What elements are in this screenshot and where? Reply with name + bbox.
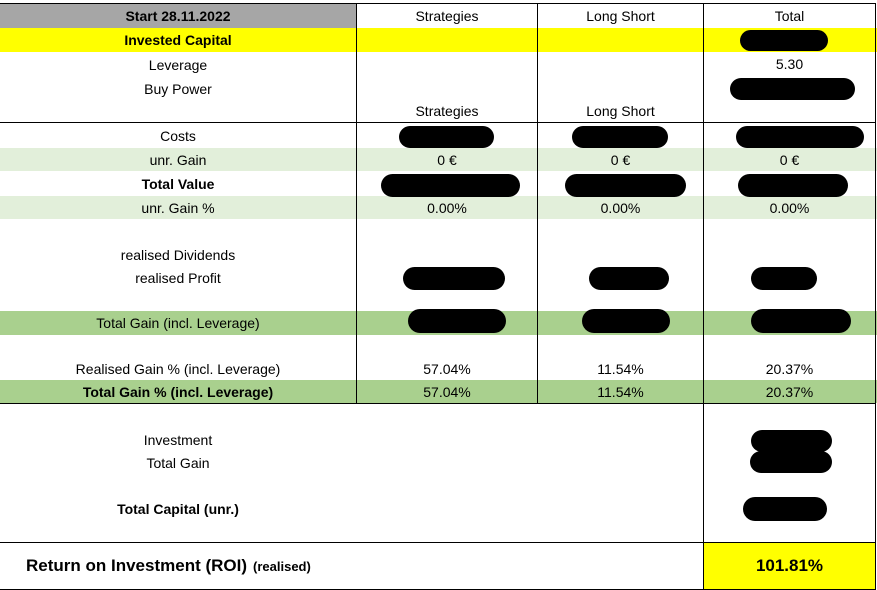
leverage-total: 5.30 bbox=[775, 56, 804, 72]
redacted-realised-strategies bbox=[403, 267, 505, 290]
redacted-realised-total bbox=[751, 267, 817, 290]
col-divider-2 bbox=[537, 3, 538, 404]
invested-capital-row-bg bbox=[0, 28, 877, 52]
realised-profit-label: realised Profit bbox=[135, 269, 221, 286]
unr-gain-row-bg bbox=[0, 148, 877, 171]
redacted-investment bbox=[751, 430, 832, 452]
summary-total-gain-label: Total Gain bbox=[146, 454, 210, 471]
roi-value-bg bbox=[703, 543, 875, 589]
redacted-total-value-total bbox=[738, 174, 848, 197]
investment-label: Investment bbox=[143, 431, 213, 448]
roi-value: 101.81% bbox=[755, 556, 824, 575]
total-gain-pct-long-short: 11.54% bbox=[597, 383, 644, 400]
invested-capital-label: Invested Capital bbox=[124, 32, 232, 48]
subheader-strategies: Strategies bbox=[415, 103, 479, 119]
header-total: Total bbox=[774, 8, 805, 24]
header-strategies: Strategies bbox=[415, 8, 479, 24]
redacted-total-value-long-short bbox=[565, 174, 686, 197]
realised-gain-pct-label: Realised Gain % (incl. Leverage) bbox=[75, 360, 281, 377]
realised-gain-pct-strategies: 57.04% bbox=[423, 360, 471, 377]
unr-gain-pct-row-bg bbox=[0, 196, 877, 219]
header-long-short: Long Short bbox=[586, 8, 655, 24]
col-divider-1 bbox=[356, 3, 357, 404]
redacted-costs-long-short bbox=[572, 126, 668, 148]
redacted-costs-total bbox=[736, 126, 864, 148]
redacted-buy-power-total bbox=[730, 78, 855, 100]
roi-label-note: (realised) bbox=[253, 558, 311, 574]
unr-gain-pct-strategies: 0.00% bbox=[427, 199, 467, 216]
realised-dividends-label: realised Dividends bbox=[120, 246, 236, 263]
border-section-3 bbox=[0, 542, 876, 543]
total-value-label: Total Value bbox=[141, 176, 215, 192]
buy-power-label: Buy Power bbox=[144, 80, 212, 97]
unr-gain-pct-total: 0.00% bbox=[769, 199, 810, 216]
header-gray-cell bbox=[0, 4, 357, 28]
total-gain-pct-strategies: 57.04% bbox=[423, 383, 471, 400]
unr-gain-pct-long-short: 0.00% bbox=[600, 199, 641, 216]
redacted-total-gain-long-short bbox=[582, 309, 670, 333]
border-right bbox=[875, 3, 876, 590]
realised-gain-pct-total: 20.37% bbox=[765, 360, 814, 377]
subheader-long-short: Long Short bbox=[586, 103, 655, 119]
leverage-label: Leverage bbox=[148, 57, 208, 73]
border-top bbox=[0, 3, 876, 4]
redacted-realised-long-short bbox=[589, 267, 669, 290]
redacted-costs-strategies bbox=[399, 126, 494, 148]
unr-gain-pct-label: unr. Gain % bbox=[141, 199, 215, 216]
total-gain-pct-total: 20.37% bbox=[765, 383, 814, 400]
redacted-total-capital bbox=[743, 497, 827, 521]
total-gain-pct-label: Total Gain % (incl. Leverage) bbox=[82, 383, 274, 400]
roi-label: Return on Investment (ROI) (realised) bbox=[0, 543, 716, 589]
redacted-summary-total-gain bbox=[750, 451, 832, 473]
total-capital-label: Total Capital (unr.) bbox=[117, 500, 239, 517]
costs-label: Costs bbox=[160, 128, 196, 144]
redacted-total-gain-total bbox=[751, 309, 851, 333]
redacted-total-value-strategies bbox=[381, 174, 520, 197]
unr-gain-total: 0 € bbox=[779, 151, 800, 168]
realised-gain-pct-long-short: 11.54% bbox=[597, 360, 644, 377]
unr-gain-long-short: 0 € bbox=[610, 151, 631, 168]
total-gain-label: Total Gain (incl. Leverage) bbox=[96, 315, 260, 331]
col-divider-3 bbox=[703, 3, 704, 590]
border-section-2 bbox=[0, 403, 876, 404]
start-date-label: Start 28.11.2022 bbox=[125, 8, 231, 24]
roi-label-text: Return on Investment (ROI) bbox=[26, 556, 248, 575]
redacted-total-gain-strategies bbox=[408, 309, 506, 333]
unr-gain-label: unr. Gain bbox=[149, 151, 207, 168]
redacted-invested-total bbox=[740, 30, 828, 51]
total-gain-pct-row-bg bbox=[0, 380, 877, 403]
border-section-1 bbox=[0, 122, 876, 123]
unr-gain-strategies: 0 € bbox=[437, 151, 457, 168]
